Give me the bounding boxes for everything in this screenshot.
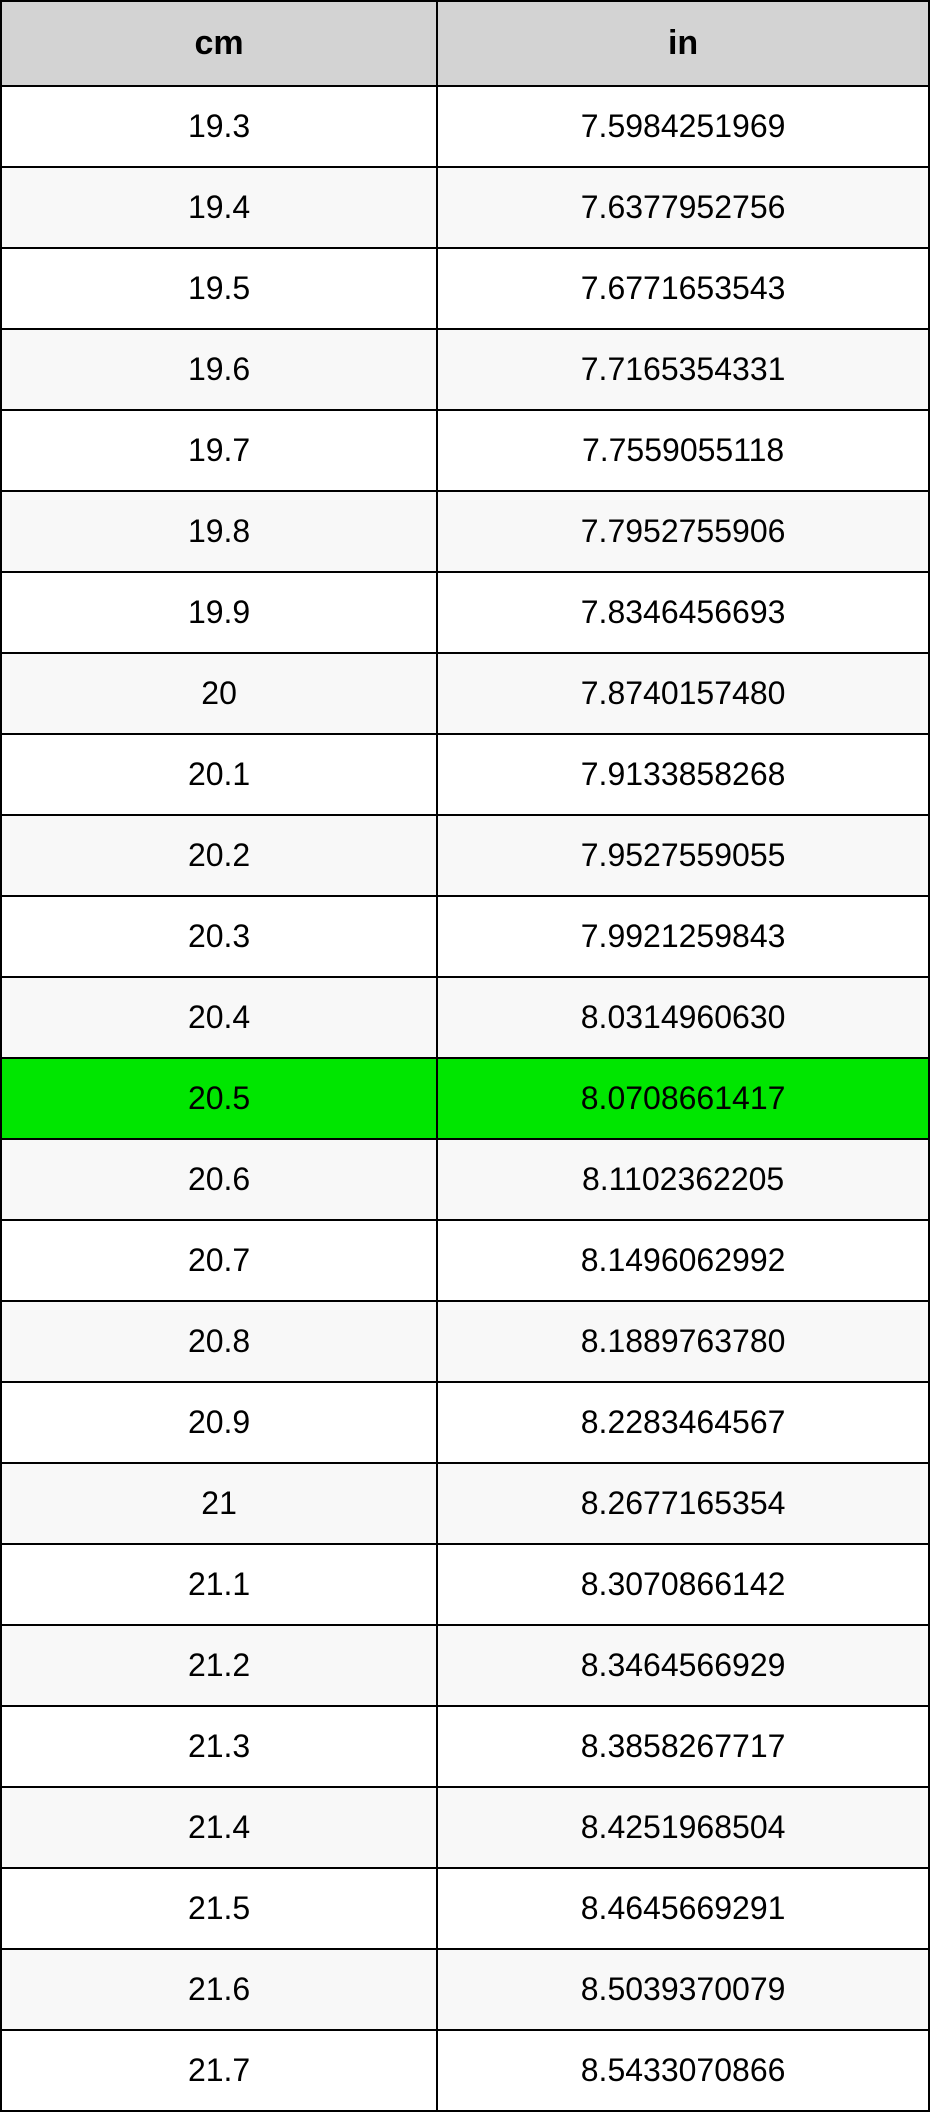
table-row: 21.68.5039370079 bbox=[1, 1949, 929, 2030]
cell-cm: 21.7 bbox=[1, 2030, 437, 2111]
cell-in: 7.7559055118 bbox=[437, 410, 929, 491]
cell-cm: 21.4 bbox=[1, 1787, 437, 1868]
cell-cm: 19.4 bbox=[1, 167, 437, 248]
table-row: 21.78.5433070866 bbox=[1, 2030, 929, 2111]
table-row: 20.68.1102362205 bbox=[1, 1139, 929, 1220]
cell-in: 8.0314960630 bbox=[437, 977, 929, 1058]
table-row: 19.67.7165354331 bbox=[1, 329, 929, 410]
cell-cm: 20.4 bbox=[1, 977, 437, 1058]
cell-cm: 20.3 bbox=[1, 896, 437, 977]
table-row: 21.38.3858267717 bbox=[1, 1706, 929, 1787]
cell-cm: 19.3 bbox=[1, 86, 437, 167]
cell-cm: 19.8 bbox=[1, 491, 437, 572]
table-row: 20.88.1889763780 bbox=[1, 1301, 929, 1382]
table-row: 19.47.6377952756 bbox=[1, 167, 929, 248]
cell-cm: 19.7 bbox=[1, 410, 437, 491]
table-row: 19.57.6771653543 bbox=[1, 248, 929, 329]
cell-in: 7.8346456693 bbox=[437, 572, 929, 653]
col-header-cm: cm bbox=[1, 1, 437, 86]
table-body: 19.37.598425196919.47.637795275619.57.67… bbox=[1, 86, 929, 2111]
cell-cm: 19.9 bbox=[1, 572, 437, 653]
table-row: 21.18.3070866142 bbox=[1, 1544, 929, 1625]
cell-in: 8.3070866142 bbox=[437, 1544, 929, 1625]
table-row: 20.48.0314960630 bbox=[1, 977, 929, 1058]
cell-in: 8.1102362205 bbox=[437, 1139, 929, 1220]
table-row: 218.2677165354 bbox=[1, 1463, 929, 1544]
table-row: 19.37.5984251969 bbox=[1, 86, 929, 167]
cell-in: 8.4645669291 bbox=[437, 1868, 929, 1949]
cell-cm: 20 bbox=[1, 653, 437, 734]
cell-in: 8.1889763780 bbox=[437, 1301, 929, 1382]
table-row: 21.28.3464566929 bbox=[1, 1625, 929, 1706]
cell-in: 8.0708661417 bbox=[437, 1058, 929, 1139]
cell-in: 7.6771653543 bbox=[437, 248, 929, 329]
cell-in: 8.3464566929 bbox=[437, 1625, 929, 1706]
table-row: 21.48.4251968504 bbox=[1, 1787, 929, 1868]
cell-in: 8.4251968504 bbox=[437, 1787, 929, 1868]
cell-cm: 21.6 bbox=[1, 1949, 437, 2030]
cell-in: 8.2677165354 bbox=[437, 1463, 929, 1544]
conversion-table-container: cm in 19.37.598425196919.47.637795275619… bbox=[0, 0, 930, 2112]
table-row: 20.17.9133858268 bbox=[1, 734, 929, 815]
cell-cm: 20.9 bbox=[1, 1382, 437, 1463]
cell-in: 7.9527559055 bbox=[437, 815, 929, 896]
cell-cm: 21.1 bbox=[1, 1544, 437, 1625]
cell-cm: 21.2 bbox=[1, 1625, 437, 1706]
table-row: 21.58.4645669291 bbox=[1, 1868, 929, 1949]
cell-in: 8.5433070866 bbox=[437, 2030, 929, 2111]
cell-cm: 19.6 bbox=[1, 329, 437, 410]
table-row: 20.78.1496062992 bbox=[1, 1220, 929, 1301]
cell-cm: 21 bbox=[1, 1463, 437, 1544]
col-header-in: in bbox=[437, 1, 929, 86]
cell-cm: 21.5 bbox=[1, 1868, 437, 1949]
cell-cm: 20.2 bbox=[1, 815, 437, 896]
cell-cm: 20.7 bbox=[1, 1220, 437, 1301]
table-row: 19.87.7952755906 bbox=[1, 491, 929, 572]
table-row: 19.97.8346456693 bbox=[1, 572, 929, 653]
cell-in: 7.9133858268 bbox=[437, 734, 929, 815]
cell-in: 7.7165354331 bbox=[437, 329, 929, 410]
cell-in: 7.5984251969 bbox=[437, 86, 929, 167]
cell-in: 7.7952755906 bbox=[437, 491, 929, 572]
table-row: 20.98.2283464567 bbox=[1, 1382, 929, 1463]
cell-in: 7.9921259843 bbox=[437, 896, 929, 977]
table-header: cm in bbox=[1, 1, 929, 86]
table-row: 19.77.7559055118 bbox=[1, 410, 929, 491]
cell-in: 8.1496062992 bbox=[437, 1220, 929, 1301]
cell-cm: 20.6 bbox=[1, 1139, 437, 1220]
table-row: 207.8740157480 bbox=[1, 653, 929, 734]
cell-cm: 21.3 bbox=[1, 1706, 437, 1787]
cell-in: 8.5039370079 bbox=[437, 1949, 929, 2030]
table-row: 20.27.9527559055 bbox=[1, 815, 929, 896]
table-row: 20.37.9921259843 bbox=[1, 896, 929, 977]
cell-in: 8.2283464567 bbox=[437, 1382, 929, 1463]
conversion-table: cm in 19.37.598425196919.47.637795275619… bbox=[0, 0, 930, 2112]
cell-cm: 20.5 bbox=[1, 1058, 437, 1139]
cell-cm: 20.1 bbox=[1, 734, 437, 815]
table-row: 20.58.0708661417 bbox=[1, 1058, 929, 1139]
cell-in: 7.8740157480 bbox=[437, 653, 929, 734]
cell-in: 8.3858267717 bbox=[437, 1706, 929, 1787]
cell-cm: 19.5 bbox=[1, 248, 437, 329]
cell-in: 7.6377952756 bbox=[437, 167, 929, 248]
cell-cm: 20.8 bbox=[1, 1301, 437, 1382]
table-header-row: cm in bbox=[1, 1, 929, 86]
